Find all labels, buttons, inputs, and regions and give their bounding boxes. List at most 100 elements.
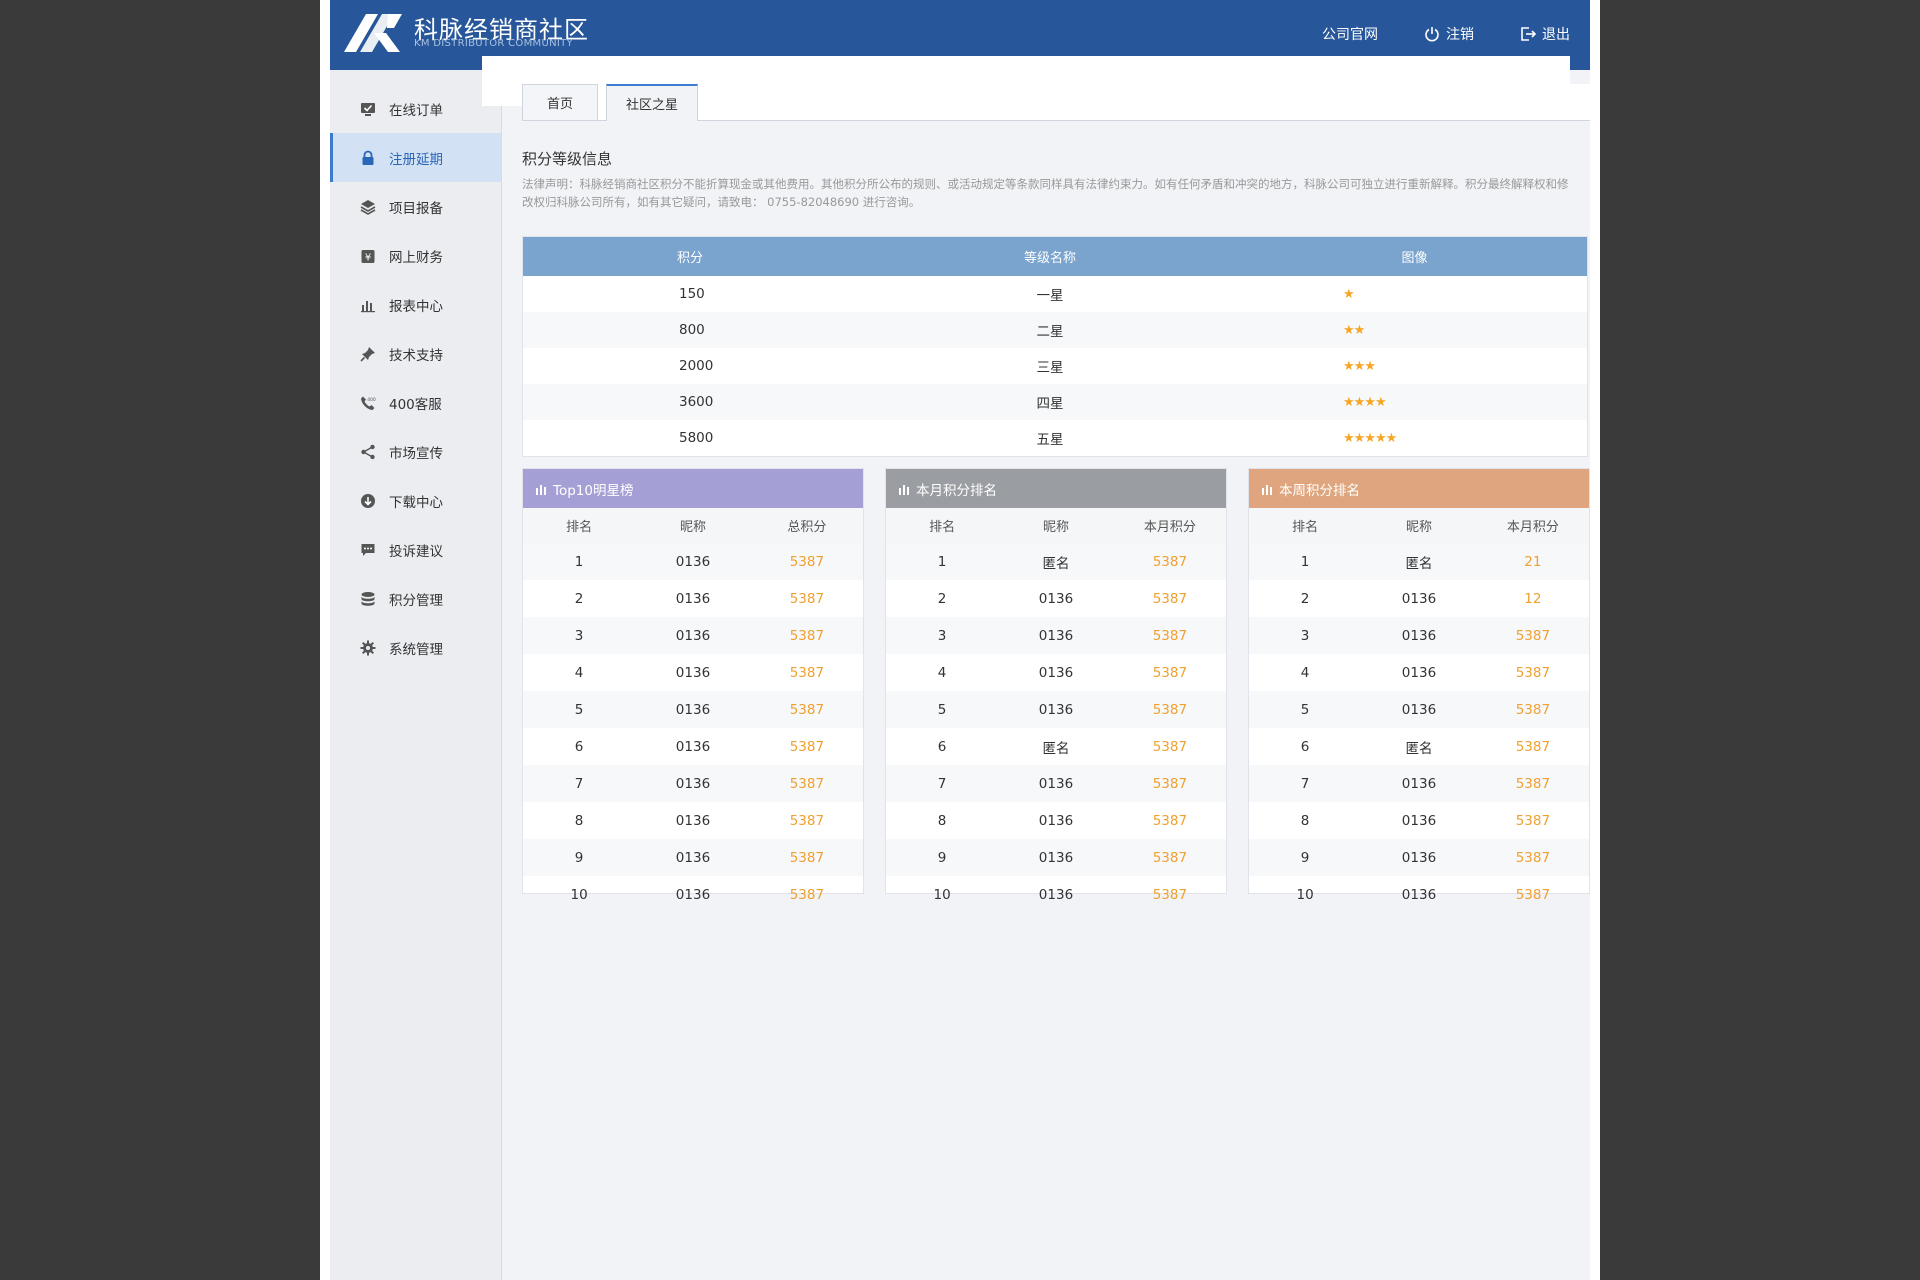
sidebar-item-label: 积分管理 xyxy=(389,592,443,609)
sidebar-item-online-order[interactable]: 在线订单 xyxy=(330,84,501,133)
app-frame: 科脉经销商社区 KM DISTRIBUTOR COMMUNITY 公司官网 注销… xyxy=(320,0,1600,1280)
phone-icon: 400 xyxy=(359,394,377,412)
table-row: 8 0136 5387 xyxy=(1249,802,1589,839)
sidebar-item-label: 项目报备 xyxy=(389,200,443,217)
sidebar-item-system-management[interactable]: 系统管理 xyxy=(330,623,501,672)
nickname-cell: 0136 xyxy=(1361,617,1477,654)
table-row: 3 0136 5387 xyxy=(523,617,863,654)
ranking-header: 总积分 xyxy=(750,508,863,543)
sidebar-item-marketing[interactable]: 市场宣传 xyxy=(330,427,501,476)
score-cell: 5387 xyxy=(1476,691,1589,728)
lock-icon xyxy=(359,149,377,167)
table-row: 4 0136 5387 xyxy=(523,654,863,691)
svg-text:¥: ¥ xyxy=(365,252,371,263)
nickname-cell: 0136 xyxy=(635,543,751,580)
nickname-cell: 0136 xyxy=(1361,839,1477,876)
sidebar-item-label: 在线订单 xyxy=(389,102,443,119)
table-row: 9 0136 5387 xyxy=(523,839,863,876)
sidebar-item-label: 报表中心 xyxy=(389,298,443,315)
ranking-table: 排名 昵称 总积分 1 0136 5387 2 0136 5387 3 0136 5387 4 0136 5… xyxy=(523,508,863,913)
tab-community-star[interactable]: 社区之星 xyxy=(606,84,698,121)
nickname-cell: 0136 xyxy=(998,691,1114,728)
nickname-cell: 0136 xyxy=(1361,765,1477,802)
table-row: 9 0136 5387 xyxy=(1249,839,1589,876)
sidebar-item-online-finance[interactable]: ¥ 网上财务 xyxy=(330,231,501,280)
table-row: 1 匿名 21 xyxy=(1249,543,1589,580)
star-rating-icon: ★★★★★ xyxy=(1343,431,1397,446)
nickname-cell: 0136 xyxy=(635,765,751,802)
svg-text:400: 400 xyxy=(367,397,376,403)
logout-label: 注销 xyxy=(1446,27,1474,43)
rank-cell: 5 xyxy=(1249,691,1362,728)
sidebar-item-label: 系统管理 xyxy=(389,641,443,658)
ranking-header: 排名 xyxy=(523,508,636,543)
score-cell: 5387 xyxy=(789,664,825,681)
bar-chart-icon xyxy=(536,484,546,495)
score-cell: 5387 xyxy=(789,590,825,607)
panel-title: 本周积分排名 xyxy=(1279,482,1360,499)
rank-cell: 5 xyxy=(523,691,636,728)
score-cell: 5387 xyxy=(1476,617,1589,654)
table-row: 10 0136 5387 xyxy=(1249,876,1589,913)
table-row: 7 0136 5387 xyxy=(1249,765,1589,802)
nickname-cell: 0136 xyxy=(1361,691,1477,728)
table-row: 2 0136 12 xyxy=(1249,580,1589,617)
sidebar-item-complaints[interactable]: 投诉建议 xyxy=(330,525,501,574)
level-points: 5800 xyxy=(679,430,714,446)
level-row: 3600 四星 ★★★★ xyxy=(522,384,1588,420)
table-row: 6 匿名 5387 xyxy=(1249,728,1589,765)
app-subtitle: KM DISTRIBUTOR COMMUNITY xyxy=(414,38,573,49)
score-cell: 5387 xyxy=(750,765,863,802)
tab-label: 社区之星 xyxy=(625,98,678,113)
panel-header: 本周积分排名 xyxy=(1249,469,1589,508)
panel-header: 本月积分排名 xyxy=(886,469,1226,508)
rank-cell: 3 xyxy=(886,617,999,654)
rank-cell: 4 xyxy=(574,664,584,681)
ranking-header: 排名 xyxy=(1249,508,1362,543)
rank-cell: 5 xyxy=(886,691,999,728)
table-row: 5 0136 5387 xyxy=(523,691,863,728)
sidebar-item-tech-support[interactable]: 技术支持 xyxy=(330,329,501,378)
exit-button[interactable]: 退出 xyxy=(1520,24,1570,44)
nickname-cell: 匿名 xyxy=(1361,543,1477,580)
table-row: 2 0136 5387 xyxy=(886,580,1226,617)
rank-cell: 3 xyxy=(523,617,636,654)
score-cell: 5387 xyxy=(789,738,825,755)
sidebar: 在线订单 注册延期 项目报备 ¥ 网上财务 xyxy=(330,70,502,1280)
logout-button[interactable]: 注销 xyxy=(1424,24,1474,44)
star-rating-icon: ★ xyxy=(1343,287,1355,302)
rank-cell: 1 xyxy=(1249,543,1362,580)
table-row: 10 0136 5387 xyxy=(886,876,1226,913)
gear-icon xyxy=(359,639,377,657)
nickname-cell: 0136 xyxy=(1401,664,1437,681)
sidebar-item-points-management[interactable]: 积分管理 xyxy=(330,574,501,623)
tab-home[interactable]: 首页 xyxy=(522,84,598,120)
score-cell: 5387 xyxy=(1515,886,1551,903)
sidebar-item-register-extension[interactable]: 注册延期 xyxy=(330,133,501,182)
score-cell: 5387 xyxy=(1152,590,1188,607)
ranking-header: 昵称 xyxy=(635,508,751,543)
nickname-cell: 0136 xyxy=(635,691,751,728)
chat-icon xyxy=(359,541,377,559)
rank-cell: 6 xyxy=(574,738,584,755)
table-row: 1 匿名 5387 xyxy=(886,543,1226,580)
rank-cell: 2 xyxy=(574,590,584,607)
score-cell: 5387 xyxy=(750,691,863,728)
sidebar-item-400-service[interactable]: 400 400客服 xyxy=(330,378,501,427)
ranking-header: 本月积分 xyxy=(1476,508,1589,543)
tab-bar: 首页 社区之星 xyxy=(522,84,1590,121)
ranking-header: 排名 xyxy=(886,508,999,543)
exit-label: 退出 xyxy=(1542,27,1570,43)
score-cell: 5387 xyxy=(1515,812,1551,829)
layers-icon xyxy=(359,198,377,216)
official-site-link[interactable]: 公司官网 xyxy=(1322,24,1378,44)
rank-cell: 1 xyxy=(886,543,999,580)
score-cell: 5387 xyxy=(750,839,863,876)
score-cell: 5387 xyxy=(1515,664,1551,681)
score-cell: 5387 xyxy=(1515,738,1551,755)
sidebar-item-project-report[interactable]: 项目报备 xyxy=(330,182,501,231)
sidebar-item-report-center[interactable]: 报表中心 xyxy=(330,280,501,329)
nickname-cell: 0136 xyxy=(998,617,1114,654)
app-title: 科脉经销商社区 xyxy=(414,16,589,44)
sidebar-item-download-center[interactable]: 下载中心 xyxy=(330,476,501,525)
